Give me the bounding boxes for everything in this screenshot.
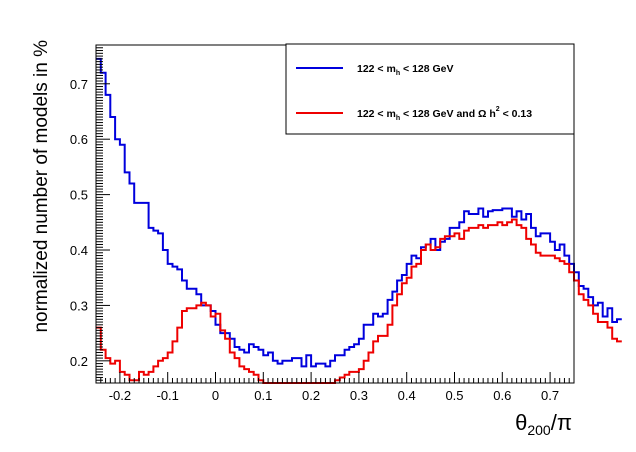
x-tick-label: 0.2 bbox=[302, 388, 320, 403]
x-axis-title-base: θ bbox=[515, 410, 527, 435]
x-axis-ticks: -0.2 -0.1 0 0.1 0.2 0.3 0.4 0.5 0.6 0.7 bbox=[95, 372, 575, 403]
x-tick-label: 0.1 bbox=[254, 388, 272, 403]
legend-entry-blue: 122 < mh < 128 GeV bbox=[357, 63, 454, 77]
legend-box bbox=[285, 43, 575, 135]
y-tick-label: 0.3 bbox=[70, 298, 88, 313]
x-tick-label: 0 bbox=[212, 388, 219, 403]
legend: 122 < mh < 128 GeV 122 < mh < 128 GeV an… bbox=[285, 43, 575, 135]
series-line-red bbox=[96, 218, 622, 384]
series-layer bbox=[96, 57, 622, 384]
x-axis-title-subscript: 200 bbox=[527, 422, 551, 438]
y-axis-title: normalized number of models in % bbox=[31, 40, 52, 333]
x-tick-label: 0.3 bbox=[350, 388, 368, 403]
series-line-blue bbox=[96, 57, 622, 368]
legend-entry-red: 122 < mh < 128 GeV and Ω h2 < 0.13 bbox=[357, 106, 532, 122]
x-tick-label: 0.7 bbox=[541, 388, 559, 403]
y-axis-ticks: 0.2 0.3 0.4 0.5 0.6 0.7 bbox=[70, 44, 110, 384]
x-tick-label: 0.4 bbox=[398, 388, 416, 403]
y-tick-label: 0.4 bbox=[70, 243, 88, 258]
y-tick-label: 0.2 bbox=[70, 354, 88, 369]
y-tick-label: 0.7 bbox=[70, 77, 88, 92]
x-axis-title-tail: /π bbox=[551, 410, 572, 435]
y-tick-label: 0.6 bbox=[70, 132, 88, 147]
y-tick-label: 0.5 bbox=[70, 188, 88, 203]
x-tick-label: 0.5 bbox=[445, 388, 463, 403]
x-axis-title: θ200/π bbox=[515, 410, 572, 438]
x-tick-label: -0.1 bbox=[156, 388, 178, 403]
x-tick-label: 0.6 bbox=[493, 388, 511, 403]
x-tick-label: -0.2 bbox=[109, 388, 131, 403]
